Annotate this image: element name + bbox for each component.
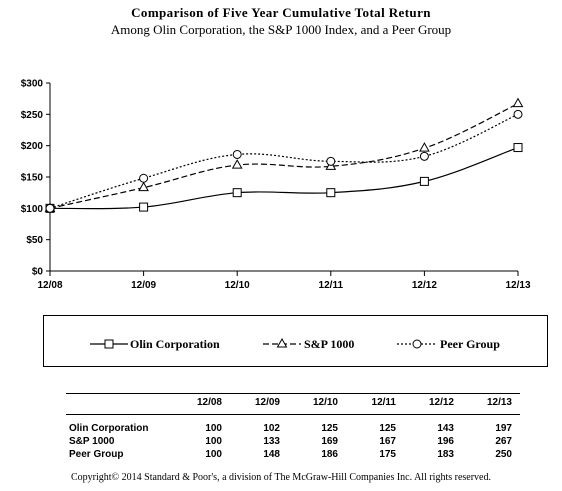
data-point-square — [419, 176, 429, 186]
data-point-circle — [419, 151, 429, 161]
table-header: 12/10 — [312, 397, 338, 408]
series-line-1 — [49, 103, 519, 209]
data-point-circle — [45, 203, 55, 213]
legend-label-sp1000: S&P 1000 — [304, 337, 355, 351]
legend-swatch-sp1000 — [263, 337, 301, 348]
y-tick-label: $250 — [21, 110, 44, 121]
x-tick-label: 12/08 — [37, 280, 62, 291]
x-tick-label: 12/10 — [225, 280, 250, 291]
table-cell: 196 — [437, 436, 454, 447]
x-tick-label: 12/09 — [131, 280, 156, 291]
data-point-circle — [513, 109, 523, 119]
copyright-notice: Copyright© 2014 Standard & Poor's, a div… — [71, 472, 491, 483]
data-point-square — [232, 188, 242, 198]
table-cell: 125 — [379, 423, 396, 434]
table-cell: 250 — [495, 449, 512, 460]
table-cell: 100 — [205, 423, 222, 434]
table-cell: 169 — [321, 436, 338, 447]
data-point-square — [139, 202, 149, 212]
table-cell: 100 — [205, 436, 222, 447]
data-point-circle — [139, 173, 149, 183]
table-cell: 125 — [321, 423, 338, 434]
table-cell: 143 — [437, 423, 454, 434]
table-row-label: Olin Corporation — [69, 423, 149, 434]
series-line-0 — [49, 146, 519, 210]
table-cell: 197 — [495, 423, 512, 434]
line-chart: $0 $50 $100 $150 $200 $250 $300 12/08 12/09 12/10… — [21, 79, 531, 292]
data-point-circle — [326, 156, 336, 166]
table-header-rule — [66, 414, 520, 415]
chart-subtitle: Among Olin Corporation, the S&P 1000 Ind… — [110, 22, 452, 37]
data-point-square — [513, 143, 523, 153]
table-cell: 267 — [495, 436, 512, 447]
data-point-triangle — [419, 142, 430, 152]
table-header: 12/11 — [371, 397, 396, 408]
data-point-square — [326, 188, 336, 198]
y-tick-label: $150 — [21, 173, 44, 184]
y-tick-label: $200 — [21, 141, 44, 152]
data-point-triangle — [512, 97, 524, 108]
table-top-rule — [66, 393, 520, 394]
legend-label-peer: Peer Group — [440, 337, 500, 351]
data-point-triangle — [231, 159, 243, 169]
x-tick-label: 12/12 — [412, 280, 437, 291]
table-header: 12/12 — [428, 397, 454, 408]
y-tick-label: $100 — [21, 204, 44, 215]
y-tick-label: $0 — [32, 267, 44, 278]
table-cell: 175 — [379, 449, 396, 460]
legend-swatch-peer — [397, 339, 437, 349]
table-cell: 167 — [379, 436, 396, 447]
table-cell: 183 — [437, 449, 454, 460]
legend-swatch-olin — [90, 339, 128, 349]
series-line-2 — [49, 113, 519, 209]
table-header: 12/08 — [196, 397, 222, 408]
table-cell: 186 — [321, 449, 338, 460]
table-header: 12/13 — [486, 397, 512, 408]
table-cell: 102 — [263, 423, 280, 434]
table-cell: 100 — [205, 449, 222, 460]
data-point-circle — [232, 149, 242, 159]
table-header: 12/09 — [254, 397, 280, 408]
table-cell: 133 — [263, 436, 280, 447]
x-tick-label: 12/11 — [319, 280, 344, 291]
table-row-label: S&P 1000 — [69, 436, 115, 447]
legend-label-olin: Olin Corporation — [130, 337, 220, 351]
table-row-label: Peer Group — [69, 449, 124, 460]
y-tick-label: $300 — [21, 79, 44, 90]
table-cell: 148 — [263, 449, 280, 460]
data-point-triangle — [138, 181, 149, 192]
legend — [43, 315, 548, 367]
y-tick-label: $50 — [26, 235, 43, 246]
chart-title: Comparison of Five Year Cumulative Total… — [131, 5, 431, 20]
x-tick-label: 12/13 — [505, 280, 530, 291]
